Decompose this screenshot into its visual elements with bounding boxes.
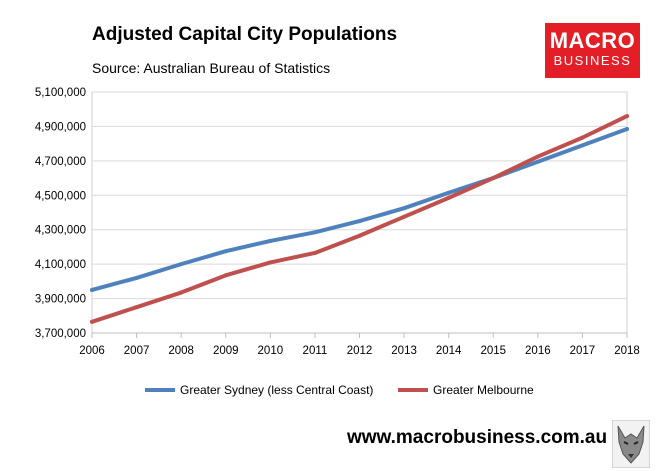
legend-swatch-melbourne: [398, 388, 428, 392]
y-tick-label: 3,700,000: [35, 328, 86, 340]
data-point: [312, 230, 317, 235]
data-point: [90, 287, 94, 292]
legend-label-melbourne: Greater Melbourne: [433, 383, 534, 397]
legend-label-sydney: Greater Sydney (less Central Coast): [180, 383, 374, 397]
x-tick-label: 2009: [213, 345, 239, 357]
data-point: [402, 214, 407, 219]
data-point: [134, 275, 139, 280]
x-tick-label: 2008: [168, 345, 194, 357]
data-point: [625, 127, 629, 132]
y-tick-label: 4,700,000: [35, 156, 86, 168]
data-point: [357, 219, 362, 224]
data-point: [446, 195, 451, 200]
y-tick-label: 4,900,000: [35, 121, 86, 133]
y-tick-label: 4,100,000: [35, 259, 86, 271]
chart-legend: Greater Sydney (less Central Coast) Grea…: [0, 383, 660, 399]
logo-line-2: BUSINESS: [553, 53, 632, 68]
data-point: [357, 233, 362, 238]
data-point: [625, 114, 629, 119]
x-tick-label: 2012: [347, 345, 373, 357]
x-tick-label: 2006: [79, 345, 105, 357]
chart-title: Adjusted Capital City Populations: [92, 24, 398, 45]
legend-item-sydney: Greater Sydney (less Central Coast): [145, 383, 373, 397]
data-point: [268, 260, 273, 265]
x-tick-label: 2017: [570, 345, 596, 357]
website-url: www.macrobusiness.com.au: [347, 427, 608, 448]
x-tick-label: 2016: [525, 345, 551, 357]
x-tick-label: 2013: [391, 345, 417, 357]
data-point: [90, 319, 94, 324]
x-tick-label: 2018: [614, 345, 640, 357]
data-point: [312, 250, 317, 255]
x-tick-label: 2014: [436, 345, 462, 357]
y-tick-label: 5,100,000: [35, 87, 86, 99]
x-tick-label: 2007: [124, 345, 150, 357]
y-tick-label: 3,900,000: [35, 294, 86, 306]
data-point: [268, 238, 273, 243]
data-point: [580, 143, 585, 148]
series-line-melbourne: [90, 114, 629, 324]
data-point: [223, 249, 228, 254]
data-point: [535, 154, 540, 159]
data-point: [491, 176, 496, 181]
data-point: [446, 190, 451, 195]
x-tick-label: 2010: [258, 345, 284, 357]
data-point: [535, 159, 540, 164]
legend-swatch-sydney: [145, 388, 175, 392]
y-tick-label: 4,300,000: [35, 225, 86, 237]
data-point: [179, 290, 184, 295]
data-point: [179, 262, 184, 267]
data-point: [580, 135, 585, 140]
data-point: [223, 273, 228, 278]
data-point: [402, 206, 407, 211]
macrobusiness-logo: MACRO BUSINESS: [545, 23, 640, 78]
wolf-icon: [612, 420, 650, 468]
chart-subtitle: Source: Australian Bureau of Statistics: [92, 60, 331, 76]
data-point: [134, 305, 139, 310]
logo-line-1: MACRO: [549, 28, 636, 53]
legend-item-melbourne: Greater Melbourne: [398, 383, 534, 397]
x-tick-label: 2011: [303, 345, 328, 357]
y-tick-label: 4,500,000: [35, 190, 86, 202]
x-tick-label: 2015: [480, 345, 506, 357]
